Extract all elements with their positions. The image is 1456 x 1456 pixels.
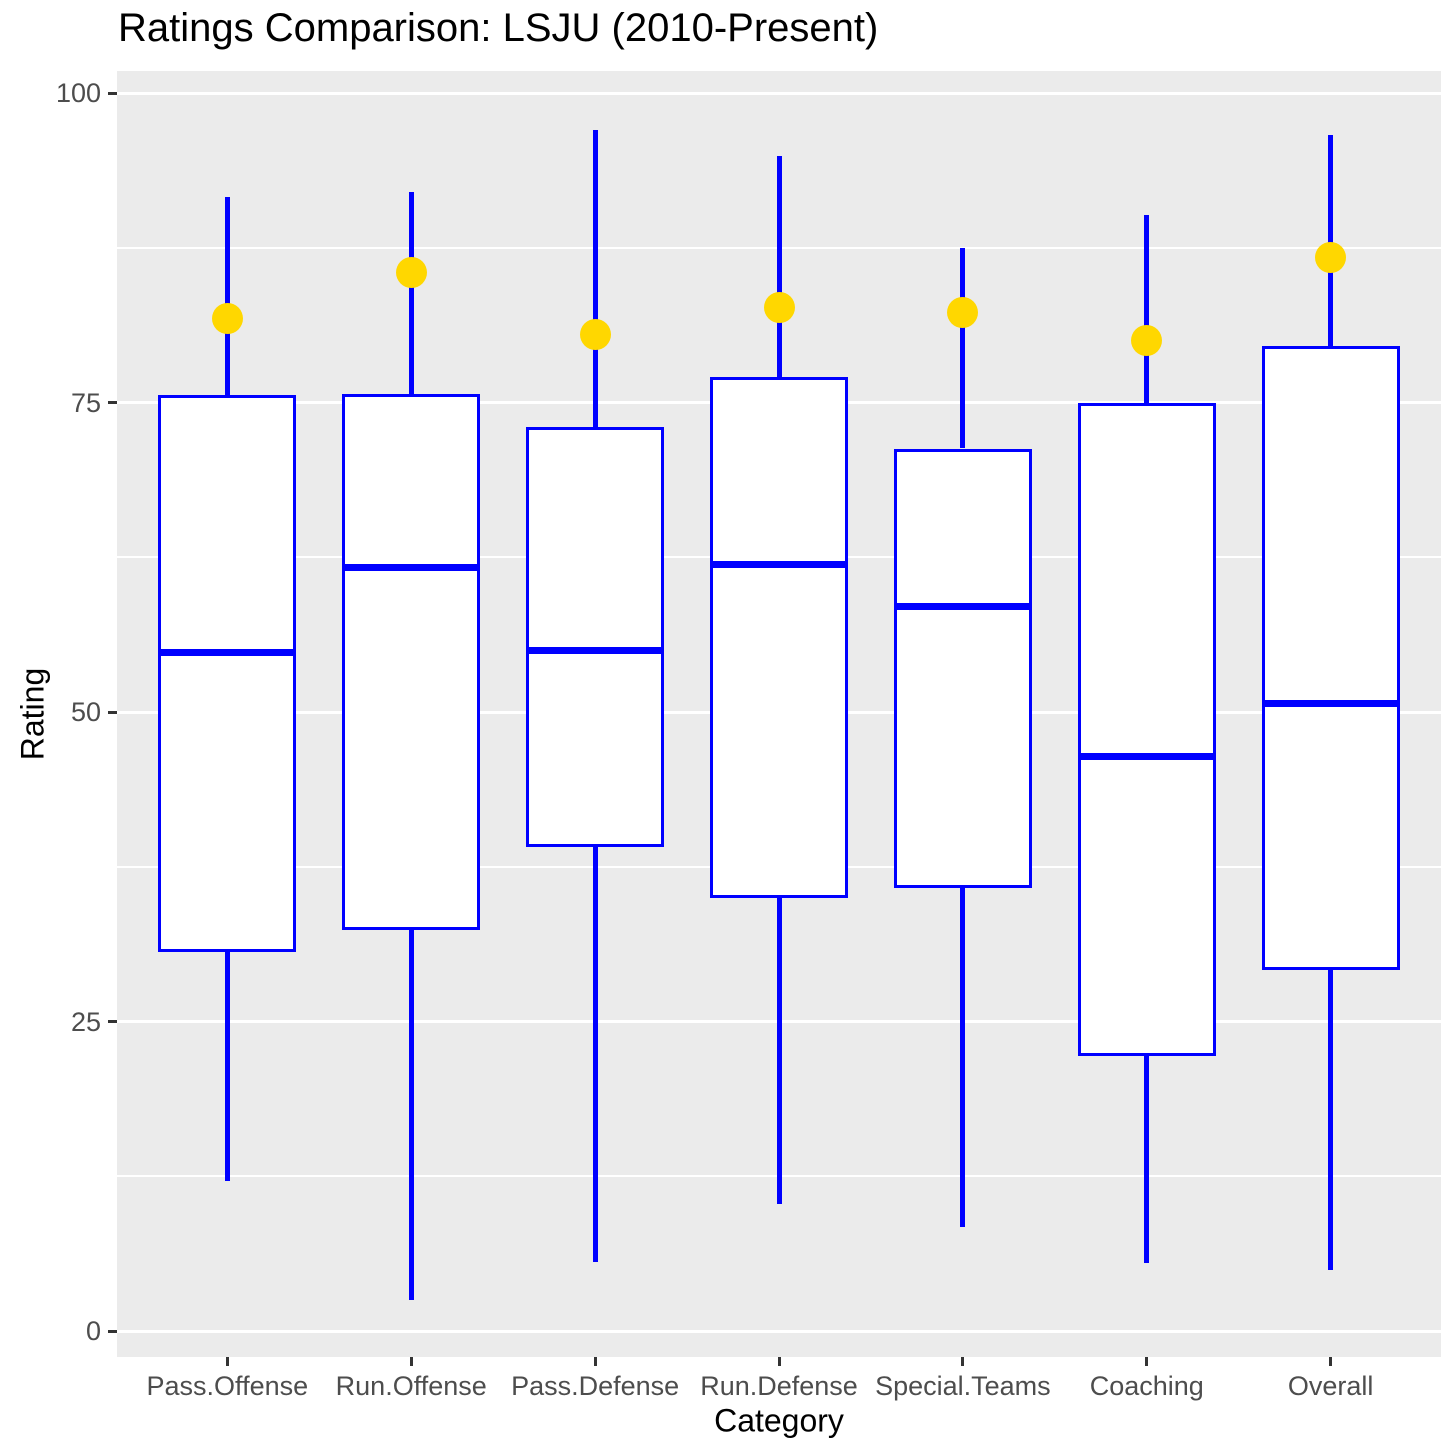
mean-point	[211, 303, 243, 335]
x-axis-tick	[777, 1357, 781, 1366]
boxplot-whisker-upper	[408, 192, 414, 395]
x-tick-label: Coaching	[1089, 1371, 1204, 1401]
x-tick-label: Pass.Defense	[511, 1371, 680, 1401]
chart-title: Ratings Comparison: LSJU (2010-Present)	[118, 6, 879, 50]
boxplot-whisker-lower	[592, 847, 598, 1262]
boxplot-median-line	[710, 561, 848, 569]
mean-point	[1131, 325, 1163, 357]
y-tick-label: 75	[70, 387, 101, 418]
x-axis-tick	[1329, 1357, 1333, 1366]
y-axis-tick	[108, 401, 117, 405]
x-axis-tick	[593, 1357, 597, 1366]
boxplot-box	[893, 448, 1032, 888]
x-tick-label: Run.Offense	[335, 1371, 487, 1401]
boxplot-whisker-upper	[592, 130, 598, 428]
x-tick-label: Pass.Offense	[146, 1371, 309, 1401]
mean-point	[579, 319, 611, 351]
boxplot-whisker-lower	[224, 952, 230, 1182]
boxplot-median-line	[158, 649, 297, 657]
mean-point	[1315, 242, 1347, 274]
boxplot-whisker-upper	[960, 247, 966, 449]
boxplot-whisker-upper	[1328, 135, 1334, 346]
y-axis-tick	[108, 1020, 117, 1024]
mean-point	[947, 296, 979, 328]
mean-point	[763, 291, 795, 323]
x-tick-label: Run.Defense	[700, 1371, 858, 1401]
boxplot-whisker-upper	[224, 197, 230, 396]
boxplot-box	[342, 394, 481, 930]
boxplot-box	[158, 395, 297, 953]
boxplot-whisker-lower	[960, 887, 966, 1228]
boxplot-box	[1261, 345, 1400, 970]
plot-panel	[117, 71, 1441, 1357]
x-axis-tick	[1145, 1357, 1149, 1366]
y-axis-tick	[108, 1329, 117, 1333]
y-tick-label: 0	[85, 1316, 101, 1346]
boxplot-median-line	[526, 646, 665, 654]
boxplot-median-line	[342, 563, 481, 571]
y-axis-tick	[108, 91, 117, 95]
y-axis-tick	[108, 710, 117, 714]
x-axis-tick	[961, 1357, 965, 1366]
boxplot-median-line	[1261, 699, 1400, 707]
boxplot-median-line	[1077, 753, 1216, 761]
boxplot-whisker-upper	[776, 156, 782, 377]
x-axis-tick	[225, 1357, 229, 1366]
x-tick-label: Overall	[1287, 1371, 1374, 1401]
boxplot-whisker-lower	[1328, 969, 1334, 1271]
gridline-major	[117, 91, 1441, 95]
boxplot-box	[526, 427, 665, 848]
gridline-major	[117, 1329, 1441, 1333]
boxplot-whisker-lower	[776, 897, 782, 1204]
x-tick-label: Special.Teams	[875, 1371, 1051, 1401]
boxplot-box	[1077, 402, 1216, 1057]
boxplot-whisker-upper	[1144, 214, 1150, 403]
x-axis-title: Category	[714, 1402, 844, 1439]
y-tick-label: 50	[70, 697, 101, 728]
boxplot-whisker-lower	[1144, 1056, 1150, 1263]
x-axis-tick	[409, 1357, 413, 1366]
y-tick-label: 25	[70, 1006, 101, 1037]
y-tick-label: 100	[55, 78, 101, 109]
boxplot-box	[710, 376, 848, 898]
boxplot-whisker-lower	[408, 929, 414, 1301]
mean-point	[395, 257, 427, 289]
boxplot-median-line	[893, 603, 1032, 611]
